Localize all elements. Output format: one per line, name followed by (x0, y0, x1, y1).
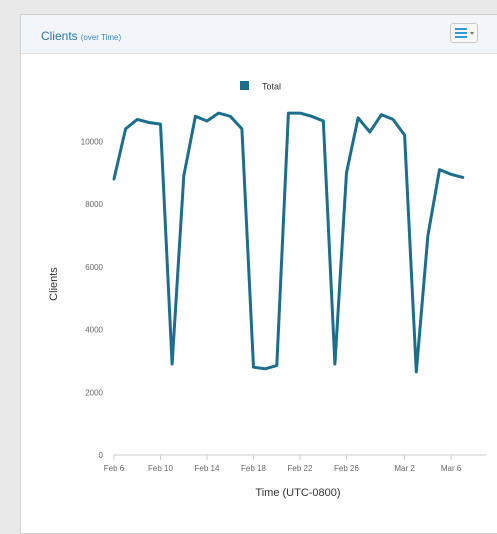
x-tick-label: Feb 6 (104, 464, 125, 473)
y-axis-ticks: 0 2000 4000 6000 8000 10000 (81, 137, 104, 460)
y-axis-label: Clients (48, 267, 60, 301)
x-tick-label: Feb 26 (334, 464, 359, 473)
x-tick-label: Feb 10 (148, 464, 173, 473)
y-tick-label: 10000 (81, 137, 104, 146)
y-tick-label: 4000 (85, 326, 103, 335)
chart-menu-button[interactable] (450, 23, 478, 43)
y-tick-label: 0 (99, 451, 104, 460)
legend-label-total: Total (262, 82, 281, 92)
chart-panel: Clients (over Time) (20, 14, 497, 534)
panel-subtitle: (over Time) (80, 33, 122, 42)
series-line-total (112, 111, 465, 374)
y-tick-label: 8000 (85, 200, 103, 209)
y-tick-label: 6000 (85, 263, 103, 272)
x-axis-ticks: Feb 6 Feb 10 Feb 14 Feb 18 Feb 22 Feb 26 Mar 2… (104, 455, 462, 473)
y-tick-label: 2000 (85, 388, 103, 397)
line-chart: Total 0 2000 4000 6000 8000 10000 Feb 6 Feb 10… (48, 81, 486, 499)
series-group (112, 111, 465, 374)
legend-swatch-total (240, 81, 249, 90)
chevron-down-icon (470, 32, 474, 35)
hamburger-menu-icon (455, 28, 474, 38)
x-tick-label: Mar 2 (394, 464, 415, 473)
x-tick-label: Feb 18 (241, 464, 266, 473)
x-tick-label: Feb 22 (288, 464, 313, 473)
panel-title: Clients (over Time) (41, 29, 121, 43)
panel-header: Clients (over Time) (21, 15, 497, 54)
legend: Total (240, 81, 281, 92)
x-axis-label: Time (UTC-0800) (255, 487, 340, 499)
panel-title-text: Clients (41, 29, 78, 43)
x-tick-label: Feb 14 (195, 464, 220, 473)
x-tick-label: Mar 6 (441, 464, 462, 473)
